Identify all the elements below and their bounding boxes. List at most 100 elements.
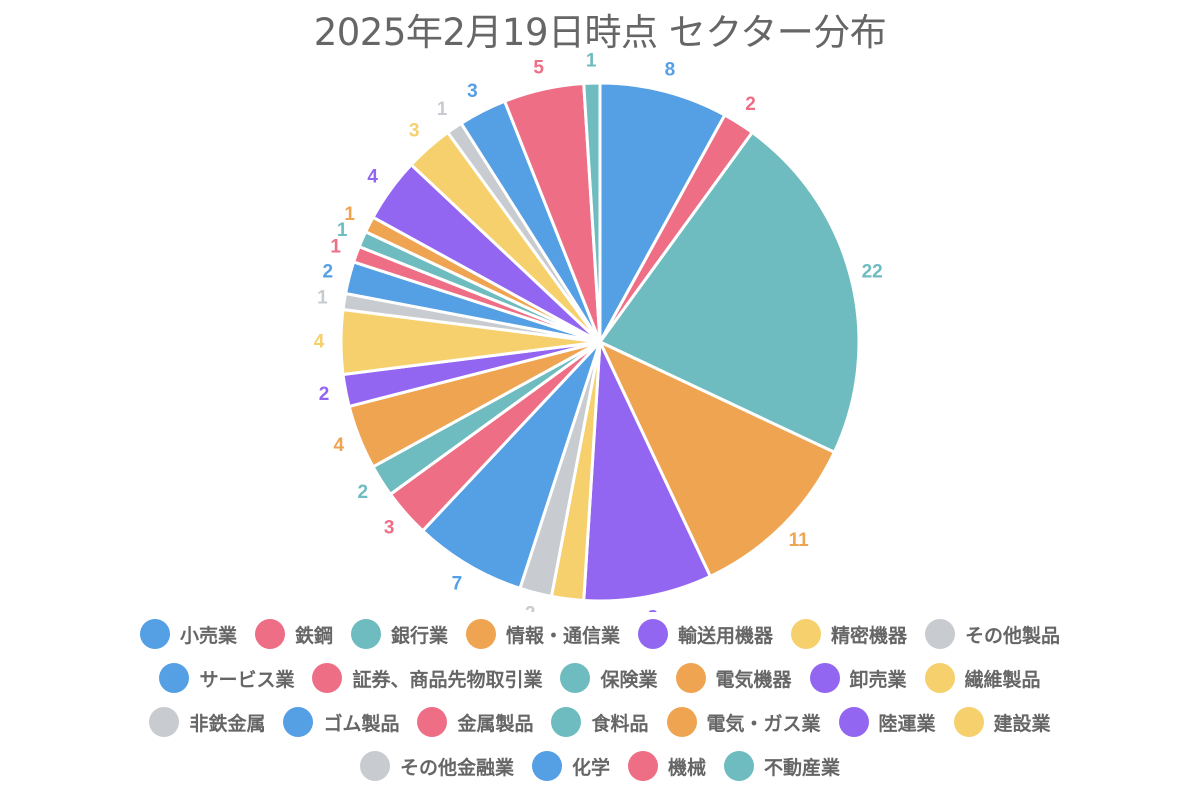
legend-label: サービス業 (199, 668, 295, 691)
legend-row: サービス業 証券、商品先物取引業 保険業 電気機器 卸売業 繊維製品 (0, 656, 1200, 700)
legend-label: 小売業 (179, 624, 237, 647)
data-label: 4 (333, 435, 344, 456)
data-label: 4 (314, 332, 325, 353)
legend-item[interactable]: 鉄鋼 (254, 619, 333, 649)
legend-item[interactable]: 卸売業 (809, 663, 907, 693)
legend-label: 電気・ガス業 (706, 712, 821, 735)
chart-title: 2025年2月19日時点 セクター分布 (313, 11, 887, 54)
legend-swatch (417, 707, 448, 737)
legend-item[interactable]: 輸送用機器 (638, 619, 773, 649)
legend-swatch (139, 619, 170, 649)
data-label: 1 (586, 51, 597, 72)
data-label: 3 (384, 517, 395, 538)
legend-item[interactable]: サービス業 (159, 663, 294, 693)
legend-swatch (359, 751, 390, 781)
legend-swatch (791, 619, 822, 649)
legend-item[interactable]: ゴム製品 (283, 707, 399, 737)
legend-swatch (675, 663, 706, 693)
legend-swatch (628, 751, 658, 781)
pie-chart: 82221182273242412111431351 (314, 51, 883, 612)
legend-item[interactable]: その他金融業 (359, 751, 514, 781)
legend-swatch (953, 707, 984, 737)
legend-item[interactable]: 建設業 (953, 707, 1051, 737)
data-label: 8 (647, 608, 658, 612)
data-label: 3 (467, 81, 478, 102)
legend-label: 金属製品 (457, 712, 534, 735)
legend-label: 電気機器 (715, 668, 792, 691)
data-label: 1 (437, 99, 448, 120)
data-label: 2 (319, 384, 330, 405)
data-label: 1 (330, 236, 341, 257)
data-label: 8 (665, 59, 676, 80)
pie-slice[interactable] (598, 81, 727, 343)
legend-swatch (350, 619, 381, 649)
legend-label: 情報・通信業 (505, 624, 620, 647)
legend-swatch (560, 663, 591, 693)
legend-item[interactable]: 精密機器 (791, 619, 907, 649)
legend-item[interactable]: 不動産業 (724, 751, 840, 781)
legend-item[interactable]: 食料品 (551, 707, 649, 737)
legend-label: 精密機器 (831, 624, 908, 647)
legend-item[interactable]: 電気機器 (675, 663, 792, 693)
legend-swatch (551, 707, 582, 737)
legend-item[interactable]: 小売業 (139, 619, 237, 649)
legend-row: その他金融業 化学 機械 不動産業 (0, 744, 1200, 788)
legend-label: 建設業 (993, 712, 1051, 735)
legend-label: 化学 (571, 756, 610, 779)
legend-item[interactable]: 機械 (628, 751, 706, 781)
legend-swatch (159, 663, 190, 693)
legend-label: 輸送用機器 (678, 624, 774, 647)
data-label: 2 (323, 262, 334, 283)
legend-item[interactable]: 銀行業 (350, 619, 448, 649)
data-label: 7 (452, 573, 463, 594)
legend-label: 証券、商品先物取引業 (352, 668, 543, 691)
legend-swatch (465, 619, 496, 649)
pie-slice[interactable] (582, 341, 713, 603)
legend-item[interactable]: 繊維製品 (924, 663, 1041, 693)
pie-slice[interactable] (420, 340, 602, 591)
data-label: 22 (862, 262, 883, 283)
legend-label: ゴム製品 (323, 712, 400, 735)
legend-item[interactable]: 証券、商品先物取引業 (312, 663, 542, 693)
legend: 小売業 鉄鋼 銀行業 情報・通信業 輸送用機器 精密機器 その他製品サービス業 証券、商品先物… (0, 612, 1200, 788)
data-label: 2 (357, 482, 368, 503)
legend-item[interactable]: 化学 (531, 751, 610, 781)
data-label: 2 (745, 94, 756, 115)
data-label: 3 (409, 121, 420, 142)
legend-item[interactable]: 情報・通信業 (465, 619, 620, 649)
legend-label: 繊維製品 (964, 668, 1041, 691)
legend-item[interactable]: その他製品 (925, 619, 1060, 649)
legend-label: 陸運業 (878, 712, 936, 735)
legend-item[interactable]: 陸運業 (838, 707, 936, 737)
data-label: 4 (367, 166, 378, 187)
legend-swatch (809, 663, 840, 693)
legend-swatch (666, 707, 697, 737)
legend-label: 鉄鋼 (294, 624, 333, 647)
data-label: 11 (789, 530, 810, 551)
pie-slice[interactable] (596, 338, 837, 579)
pie-slice[interactable] (582, 81, 602, 343)
legend-row: 非鉄金属 ゴム製品 金属製品 食料品 電気・ガス業 陸運業 建設業 (0, 700, 1200, 744)
legend-item[interactable]: 電気・ガス業 (666, 707, 821, 737)
legend-label: その他製品 (965, 624, 1061, 647)
legend-label: 食料品 (591, 712, 649, 735)
legend-swatch (254, 619, 285, 649)
legend-item[interactable]: 保険業 (560, 663, 658, 693)
legend-label: 機械 (668, 756, 707, 779)
legend-swatch (283, 707, 314, 737)
legend-swatch (149, 707, 180, 737)
legend-swatch (925, 619, 956, 649)
data-label: 1 (317, 288, 328, 309)
legend-swatch (724, 751, 755, 781)
legend-swatch (924, 663, 955, 693)
legend-swatch (531, 751, 562, 781)
legend-item[interactable]: 金属製品 (417, 707, 533, 737)
legend-swatch (312, 663, 343, 693)
legend-label: 不動産業 (764, 756, 841, 779)
legend-swatch (838, 707, 869, 737)
legend-label: 卸売業 (849, 668, 907, 691)
data-label: 5 (533, 57, 544, 78)
legend-item[interactable]: 非鉄金属 (149, 707, 265, 737)
legend-label: 非鉄金属 (189, 712, 266, 735)
